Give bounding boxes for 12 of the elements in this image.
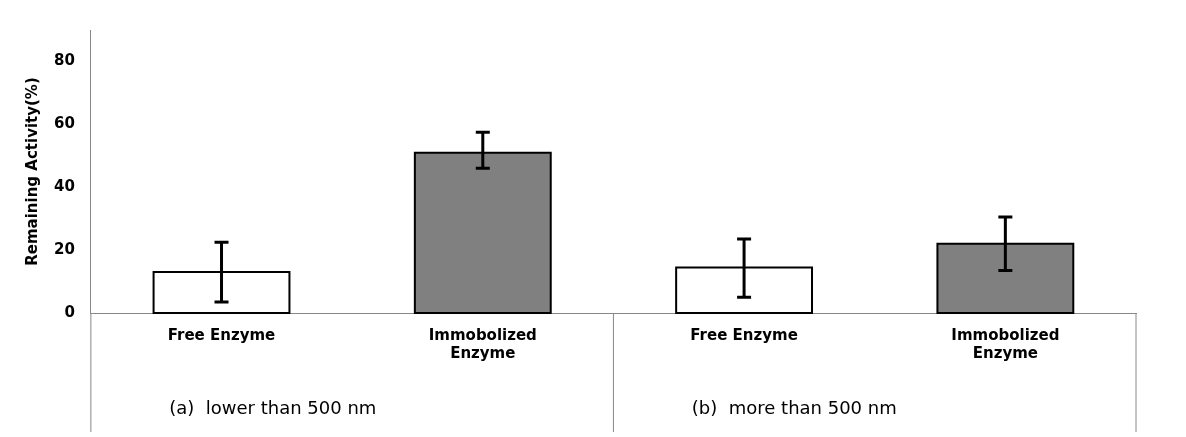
- text: (b) more than 500 nm: [691, 396, 897, 418]
- x-tick-label: Free Enzyme: [690, 325, 798, 344]
- y-tick-label: 20: [54, 240, 75, 258]
- y-axis-title: Remaining Activity(%): [22, 77, 41, 266]
- x-tick-label: Immobolized Enzyme: [951, 325, 1060, 362]
- text: (a) lower than 500 nm: [169, 396, 377, 418]
- x-tick-label: Free Enzyme: [167, 325, 276, 344]
- y-tick-label: 60: [54, 114, 75, 133]
- y-tick-label: 80: [54, 51, 75, 70]
- y-tick-label: 0: [64, 302, 75, 321]
- y-tick-label: 40: [54, 177, 75, 196]
- x-tick-label: Immobolized Enzyme: [428, 325, 537, 362]
